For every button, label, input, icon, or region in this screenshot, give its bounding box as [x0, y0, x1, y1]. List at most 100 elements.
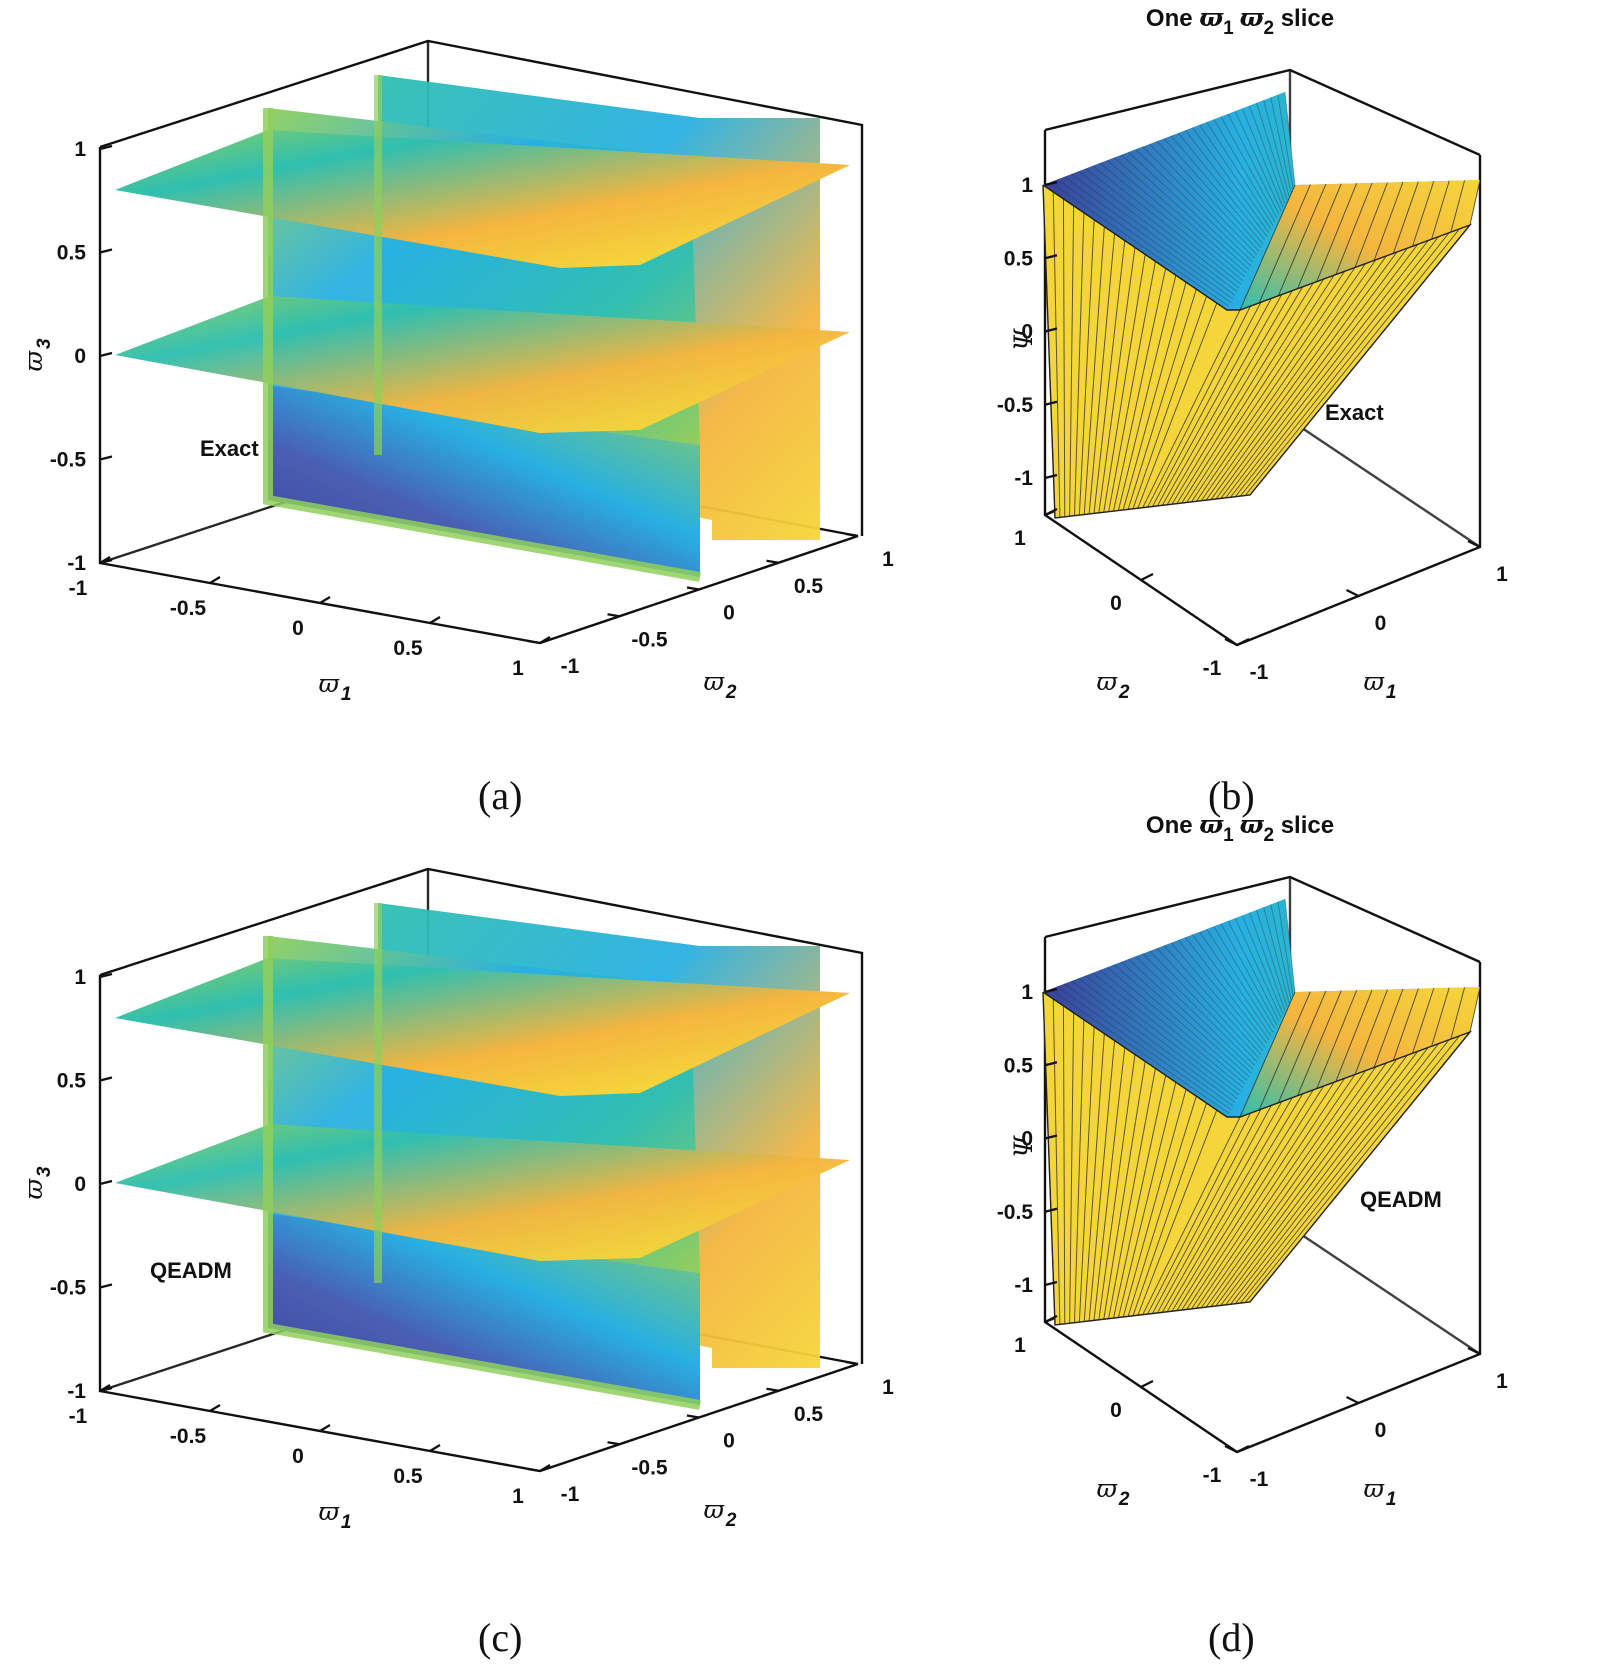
mesh-line	[1244, 228, 1460, 496]
x-tick	[99, 1384, 111, 1392]
mesh-line	[1225, 1051, 1419, 1306]
x-tick	[539, 1464, 551, 1472]
mesh-line-upper	[1135, 956, 1254, 1070]
plot-title-sub1: 1	[1223, 18, 1234, 39]
mesh-line-upper	[1248, 912, 1286, 1011]
y-tick	[686, 586, 700, 591]
x-tick	[209, 576, 221, 584]
surface-right-face	[1240, 987, 1480, 1117]
z-tick-label: 0	[74, 345, 86, 368]
z-tick-label: -1	[67, 1380, 86, 1403]
panel-a-svg: -1-0.500.51-1-0.500.51 -1-0.500.51ϖ 1 ϖ 2ϖ3E…	[19, 39, 894, 705]
z-axis-label: ϖ3	[19, 338, 55, 371]
mesh-line-right	[1258, 184, 1311, 304]
mesh-line	[1069, 1012, 1075, 1324]
x-axis-label-sub: 1	[1386, 1489, 1397, 1510]
y-tick	[686, 1414, 700, 1419]
x-tick	[209, 1404, 221, 1412]
x-tick	[1467, 1347, 1481, 1355]
mesh-line-right	[1373, 181, 1404, 261]
mesh-line-upper	[1156, 947, 1260, 1059]
mesh-line	[1103, 1061, 1146, 1320]
mesh-line	[1083, 1033, 1105, 1322]
mesh-line	[1088, 1040, 1116, 1322]
plot-title-s1: ϖ	[1199, 810, 1224, 839]
mesh-line-right	[1239, 991, 1296, 1118]
panel-b-surface: -1 -0.5 0 0.5 1 1 0 -1 -1 0 1 ϖ 2 ϖ 1 Ψ One ϖ1 ϖ2 slice Ex…	[940, 0, 1610, 760]
mesh-line-upper	[1270, 904, 1292, 1000]
x-axis-label-sub: 1	[341, 1512, 352, 1533]
y-tick	[1140, 1380, 1154, 1388]
slice-horizontal-upper	[115, 958, 850, 1096]
mesh-line	[1098, 247, 1136, 513]
mesh-line	[1191, 271, 1345, 503]
mesh-line-right	[1277, 990, 1327, 1104]
mesh-line-upper	[1106, 967, 1246, 1085]
z-tick	[1044, 1061, 1058, 1067]
slice-horizontal-lower	[115, 1124, 850, 1261]
x-tick-label: 0	[1375, 1419, 1387, 1442]
mesh-line	[1215, 251, 1398, 500]
mesh-line	[1132, 295, 1208, 509]
surface-mesh	[1042, 898, 1481, 1326]
x-tick	[1346, 589, 1359, 597]
mesh-line	[1122, 282, 1187, 511]
mesh-line	[1117, 275, 1177, 511]
plot-title: One ϖ1 ϖ2 slice	[1146, 3, 1334, 39]
z-tick	[1044, 327, 1058, 333]
mesh-line-upper	[1071, 980, 1236, 1103]
x-tick	[539, 636, 551, 644]
mesh-line-upper	[1206, 121, 1274, 226]
annotation-text: Exact	[200, 436, 259, 461]
mesh-line	[1108, 1068, 1156, 1319]
mesh-line-upper	[1078, 977, 1238, 1100]
x-axis-label-sym: ϖ	[319, 1497, 340, 1526]
x-tick	[429, 1444, 441, 1452]
mesh-line	[1181, 278, 1325, 504]
x-tick-label: -1	[69, 1405, 88, 1428]
panel-a-volume-slice: -1 -0.5 0 0.5 1 -1 -0.5 0 0.5 1 -1 -0.5 0 0.5 1 ϖ 1 ϖ 2 ϖ3 E…	[0, 0, 900, 760]
z-axis-label-text: ϖ3	[19, 1166, 55, 1199]
mesh-line-upper	[1049, 988, 1230, 1114]
z-axis-label: ϖ3	[19, 1166, 55, 1199]
mesh-line-upper	[1263, 100, 1290, 197]
mesh-line-upper	[1192, 127, 1270, 234]
mesh-line	[1171, 1093, 1304, 1312]
mesh-line	[1234, 236, 1440, 498]
plot-title-post: slice	[1274, 812, 1334, 839]
x-axis-label-sym: ϖ	[319, 669, 340, 698]
plot-title-s2: ϖ	[1240, 3, 1265, 32]
volume-plot: -1-0.500.51-1-0.500.51 -1-0.500.51ϖ 1 ϖ 2ϖ3Q…	[19, 867, 894, 1533]
mesh-line	[1132, 1102, 1208, 1316]
y-axis-label-sub: 2	[1118, 1489, 1130, 1510]
x-tick-label: -1	[69, 577, 88, 600]
surface-outline	[1042, 991, 1473, 1326]
plot-title-post: slice	[1274, 5, 1334, 32]
mesh-line-upper	[1142, 146, 1256, 259]
x-tick-label: -1	[1250, 661, 1269, 684]
annotation-text: Exact	[1325, 400, 1384, 425]
x-tick	[1346, 1396, 1359, 1404]
mesh-line-upper	[1085, 975, 1240, 1096]
mesh-line-upper	[1056, 986, 1232, 1111]
mesh-line	[1137, 302, 1218, 509]
z-tick-label: 1	[74, 966, 86, 989]
z-tick	[99, 972, 113, 979]
mesh-line-upper	[1120, 154, 1250, 270]
mesh-line-upper	[1085, 168, 1240, 289]
plot-title-s1: ϖ	[1199, 3, 1224, 32]
mesh-line	[1127, 1096, 1197, 1317]
mesh-line	[1108, 261, 1156, 512]
z-tick	[1044, 254, 1058, 260]
z-axis-label: Ψ	[1009, 1135, 1038, 1158]
mesh-line	[1117, 1082, 1177, 1318]
y-axis-label-sym: ϖ	[704, 1495, 725, 1524]
annotation-text: QEADM	[1360, 1187, 1442, 1212]
